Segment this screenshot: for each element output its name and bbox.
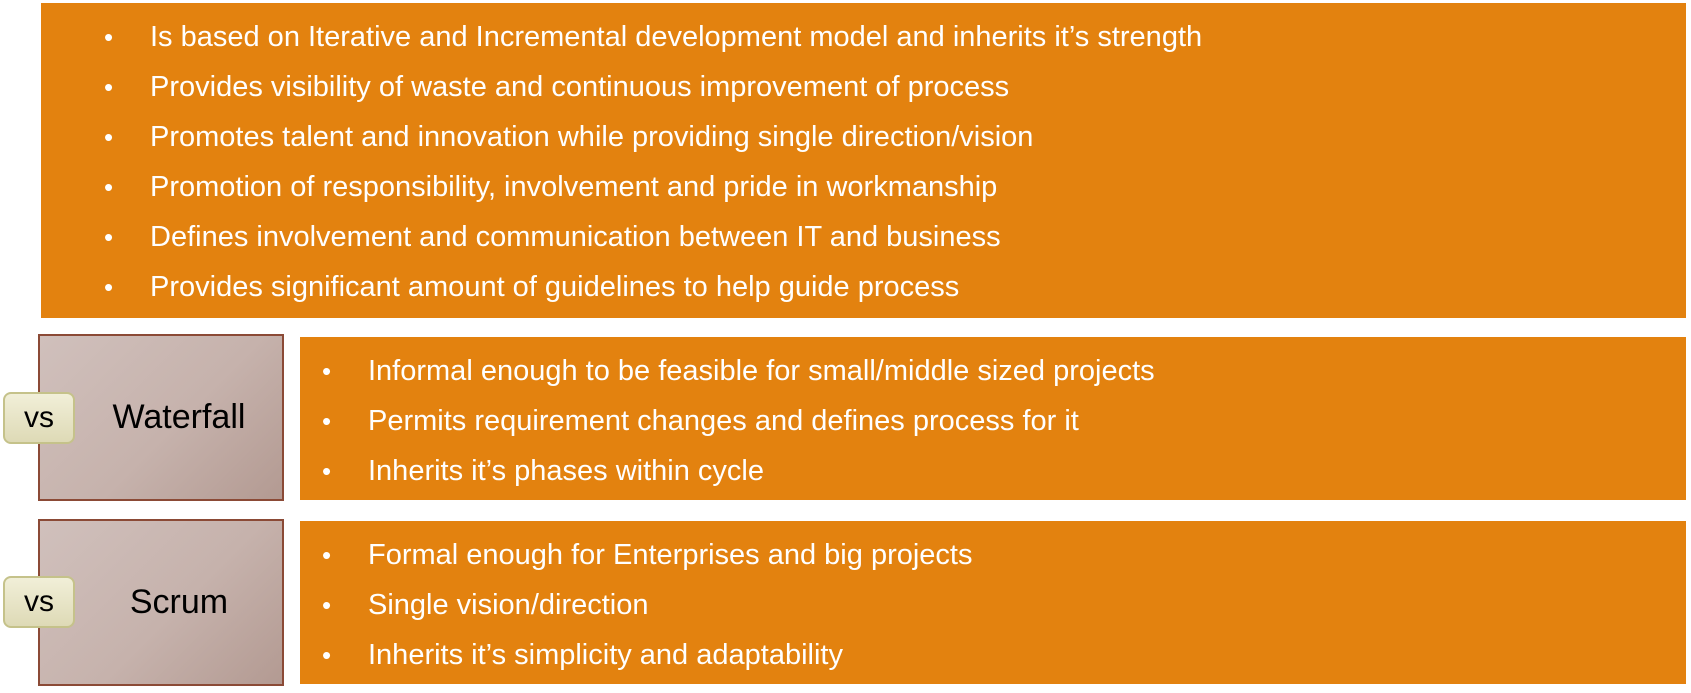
comparison-item: Permits requirement changes and defines …: [322, 396, 1686, 446]
benefit-item: Is based on Iterative and Incremental de…: [104, 12, 1686, 62]
benefit-item: Defines involvement and communication be…: [104, 212, 1686, 262]
benefit-item: Provides visibility of waste and continu…: [104, 62, 1686, 112]
comparison-item: Formal enough for Enterprises and big pr…: [322, 530, 1686, 580]
benefit-item: Provides significant amount of guideline…: [104, 262, 1686, 312]
waterfall-label: Waterfall: [112, 398, 246, 436]
waterfall-comparison-list: Informal enough to be feasible for small…: [322, 346, 1686, 496]
benefit-item: Promotes talent and innovation while pro…: [104, 112, 1686, 162]
vs-label: vs: [24, 585, 54, 618]
benefit-item: Promotion of responsibility, involvement…: [104, 162, 1686, 212]
vs-badge-scrum: vs: [3, 576, 75, 628]
benefits-panel: Is based on Iterative and Incremental de…: [41, 3, 1686, 318]
benefits-list: Is based on Iterative and Incremental de…: [104, 12, 1686, 312]
scrum-label-box: Scrum: [38, 519, 284, 686]
scrum-label: Scrum: [129, 583, 229, 621]
comparison-item: Inherits it’s phases within cycle: [322, 446, 1686, 496]
comparison-item: Inherits it’s simplicity and adaptabilit…: [322, 630, 1686, 680]
waterfall-label-box: Waterfall: [38, 334, 284, 501]
vs-label: vs: [24, 401, 54, 434]
comparison-item: Informal enough to be feasible for small…: [322, 346, 1686, 396]
vs-badge-waterfall: vs: [3, 392, 75, 444]
scrum-comparison-list: Formal enough for Enterprises and big pr…: [322, 530, 1686, 680]
waterfall-comparison-panel: Informal enough to be feasible for small…: [300, 337, 1686, 500]
comparison-item: Single vision/direction: [322, 580, 1686, 630]
scrum-comparison-panel: Formal enough for Enterprises and big pr…: [300, 521, 1686, 684]
